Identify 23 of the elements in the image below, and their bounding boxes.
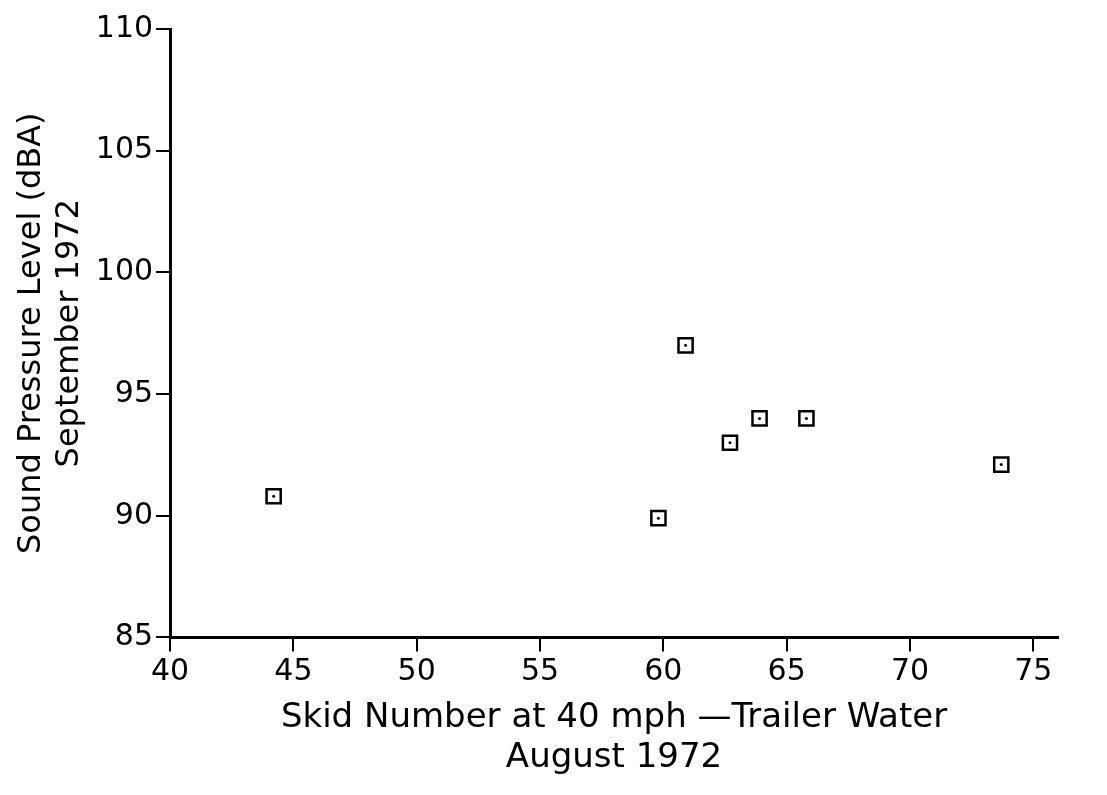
x-tick-label: 70 (890, 652, 930, 688)
x-axis-title: Skid Number at 40 mph —Trailer Water August 1972 (280, 694, 948, 776)
y-tick-label: 95 (114, 373, 154, 409)
point (992, 456, 1010, 473)
y-tick-label: 90 (114, 495, 154, 531)
y-tick-label: 110 (95, 8, 154, 44)
x-tick-label: 55 (520, 652, 560, 688)
point (650, 509, 667, 527)
x-tick-label: 65 (767, 652, 806, 688)
y-tick-label: 85 (114, 617, 154, 653)
point (751, 410, 768, 427)
point (721, 434, 739, 452)
y-tick-label: 100 (95, 252, 154, 288)
x-tick-label: 60 (644, 652, 683, 688)
y-tick-label: 105 (95, 130, 154, 166)
x-tick-label: 40 (150, 652, 190, 688)
point (265, 487, 282, 505)
x-tick-label: 50 (397, 652, 436, 688)
point (677, 337, 694, 354)
y-axis-title: Sound Pressure Level (dBA) September 1972 (9, 112, 86, 554)
x-tick-label: 45 (274, 652, 313, 688)
x-tick-label: 75 (1014, 652, 1053, 688)
point (798, 410, 815, 427)
